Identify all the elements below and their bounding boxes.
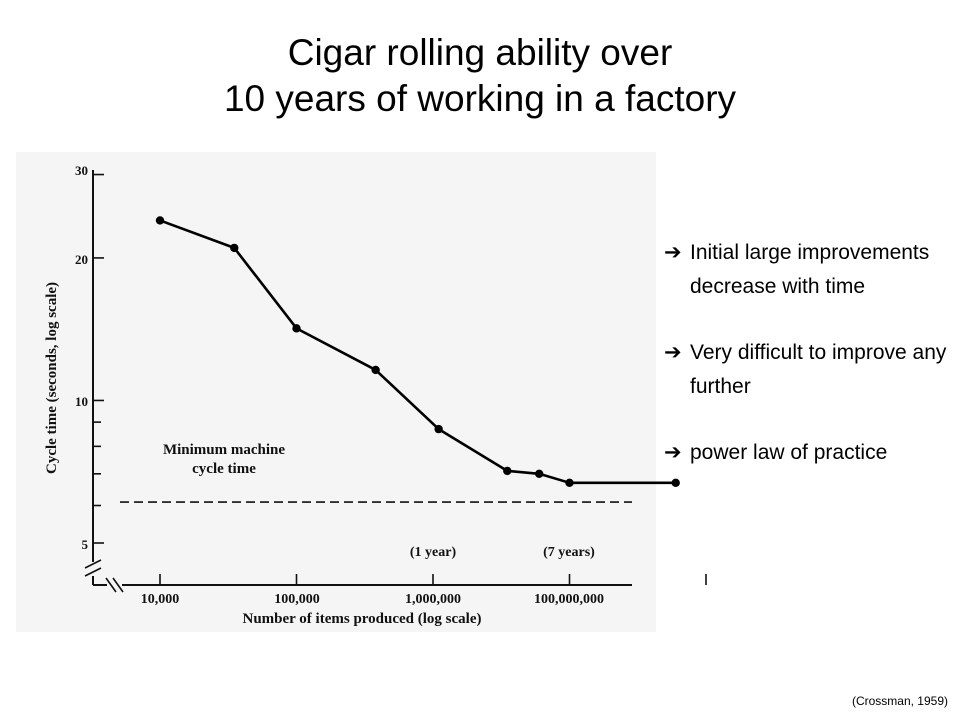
arrow-icon: ➔	[664, 441, 682, 464]
data-point	[292, 324, 301, 333]
bullet-item: ➔ power law of practice	[664, 436, 954, 470]
bullet-text: power law of practice	[690, 441, 888, 464]
bullet-item: ➔ Very difficult to improve any further	[664, 336, 954, 404]
citation: (Crossman, 1959)	[851, 694, 948, 708]
slide-title: Cigar rolling ability over 10 years of w…	[0, 30, 960, 122]
x-tick-label-1000000: 1,000,000	[405, 592, 461, 607]
x-tick-label-100000000: 100,000,000	[534, 592, 604, 607]
data-point	[155, 216, 165, 225]
title-line-2: 10 years of working in a factory	[223, 78, 737, 119]
x-axis-label: Number of items produced (log scale)	[242, 611, 481, 627]
reference-line-label-2: cycle time	[192, 461, 256, 477]
data-point	[503, 466, 512, 476]
data-point	[671, 478, 680, 488]
arrow-icon: ➔	[664, 341, 682, 364]
y-tick-label-5: 5	[82, 537, 89, 552]
bullet-list: ➔ Initial large improvements decrease wi…	[664, 236, 954, 502]
y-axis-label: Cycle time (seconds, log scale)	[44, 282, 60, 474]
annotation-7-years: (7 years)	[543, 545, 595, 560]
bullet-text: Initial large improvements decrease with…	[690, 241, 930, 298]
y-tick-label-20: 20	[75, 252, 88, 267]
x-axis-break-icon	[105, 577, 124, 593]
arrow-icon: ➔	[664, 241, 682, 264]
reference-line-label-1: Minimum machine	[163, 442, 285, 458]
data-point	[565, 478, 574, 488]
data-point	[371, 365, 380, 375]
data-point	[535, 469, 544, 479]
data-point	[434, 424, 443, 434]
y-tick-label-30: 30	[75, 163, 88, 178]
bullet-text: Very difficult to improve any further	[690, 341, 947, 398]
data-point	[230, 243, 239, 253]
x-tick-label-10000: 10,000	[141, 592, 180, 607]
title-line-1: Cigar rolling ability over	[287, 32, 673, 73]
bullet-item: ➔ Initial large improvements decrease wi…	[664, 236, 954, 304]
y-axis-break-icon	[84, 559, 102, 577]
x-tick-label-100000: 100,000	[274, 592, 320, 607]
y-tick-label-10: 10	[75, 394, 88, 409]
chart-scan-background	[16, 152, 656, 632]
annotation-1-year: (1 year)	[410, 545, 457, 560]
